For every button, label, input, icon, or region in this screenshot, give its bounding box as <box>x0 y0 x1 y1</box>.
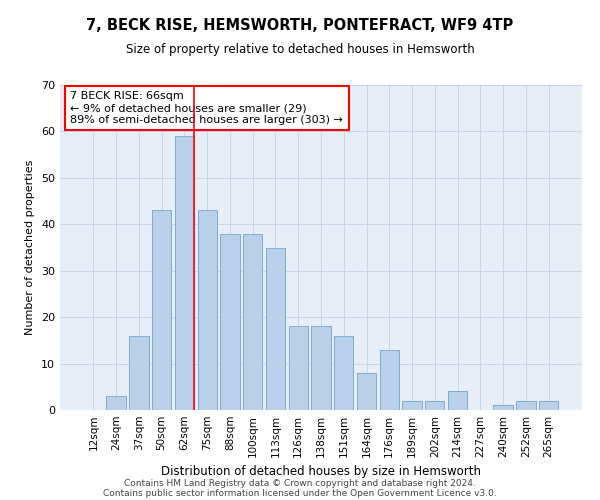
Bar <box>516 400 536 410</box>
Bar <box>220 234 239 410</box>
Bar <box>243 234 262 410</box>
Bar <box>106 396 126 410</box>
Bar <box>539 400 558 410</box>
Bar <box>357 373 376 410</box>
X-axis label: Distribution of detached houses by size in Hemsworth: Distribution of detached houses by size … <box>161 466 481 478</box>
Bar <box>493 406 513 410</box>
Bar <box>197 210 217 410</box>
Text: Size of property relative to detached houses in Hemsworth: Size of property relative to detached ho… <box>125 42 475 56</box>
Bar <box>425 400 445 410</box>
Bar <box>380 350 399 410</box>
Bar <box>152 210 172 410</box>
Y-axis label: Number of detached properties: Number of detached properties <box>25 160 35 335</box>
Bar <box>289 326 308 410</box>
Text: 7, BECK RISE, HEMSWORTH, PONTEFRACT, WF9 4TP: 7, BECK RISE, HEMSWORTH, PONTEFRACT, WF9… <box>86 18 514 32</box>
Bar <box>175 136 194 410</box>
Bar <box>311 326 331 410</box>
Text: Contains public sector information licensed under the Open Government Licence v3: Contains public sector information licen… <box>103 488 497 498</box>
Bar <box>448 392 467 410</box>
Bar <box>266 248 285 410</box>
Bar <box>403 400 422 410</box>
Bar <box>334 336 353 410</box>
Bar <box>129 336 149 410</box>
Text: 7 BECK RISE: 66sqm
← 9% of detached houses are smaller (29)
89% of semi-detached: 7 BECK RISE: 66sqm ← 9% of detached hous… <box>70 92 343 124</box>
Text: Contains HM Land Registry data © Crown copyright and database right 2024.: Contains HM Land Registry data © Crown c… <box>124 478 476 488</box>
